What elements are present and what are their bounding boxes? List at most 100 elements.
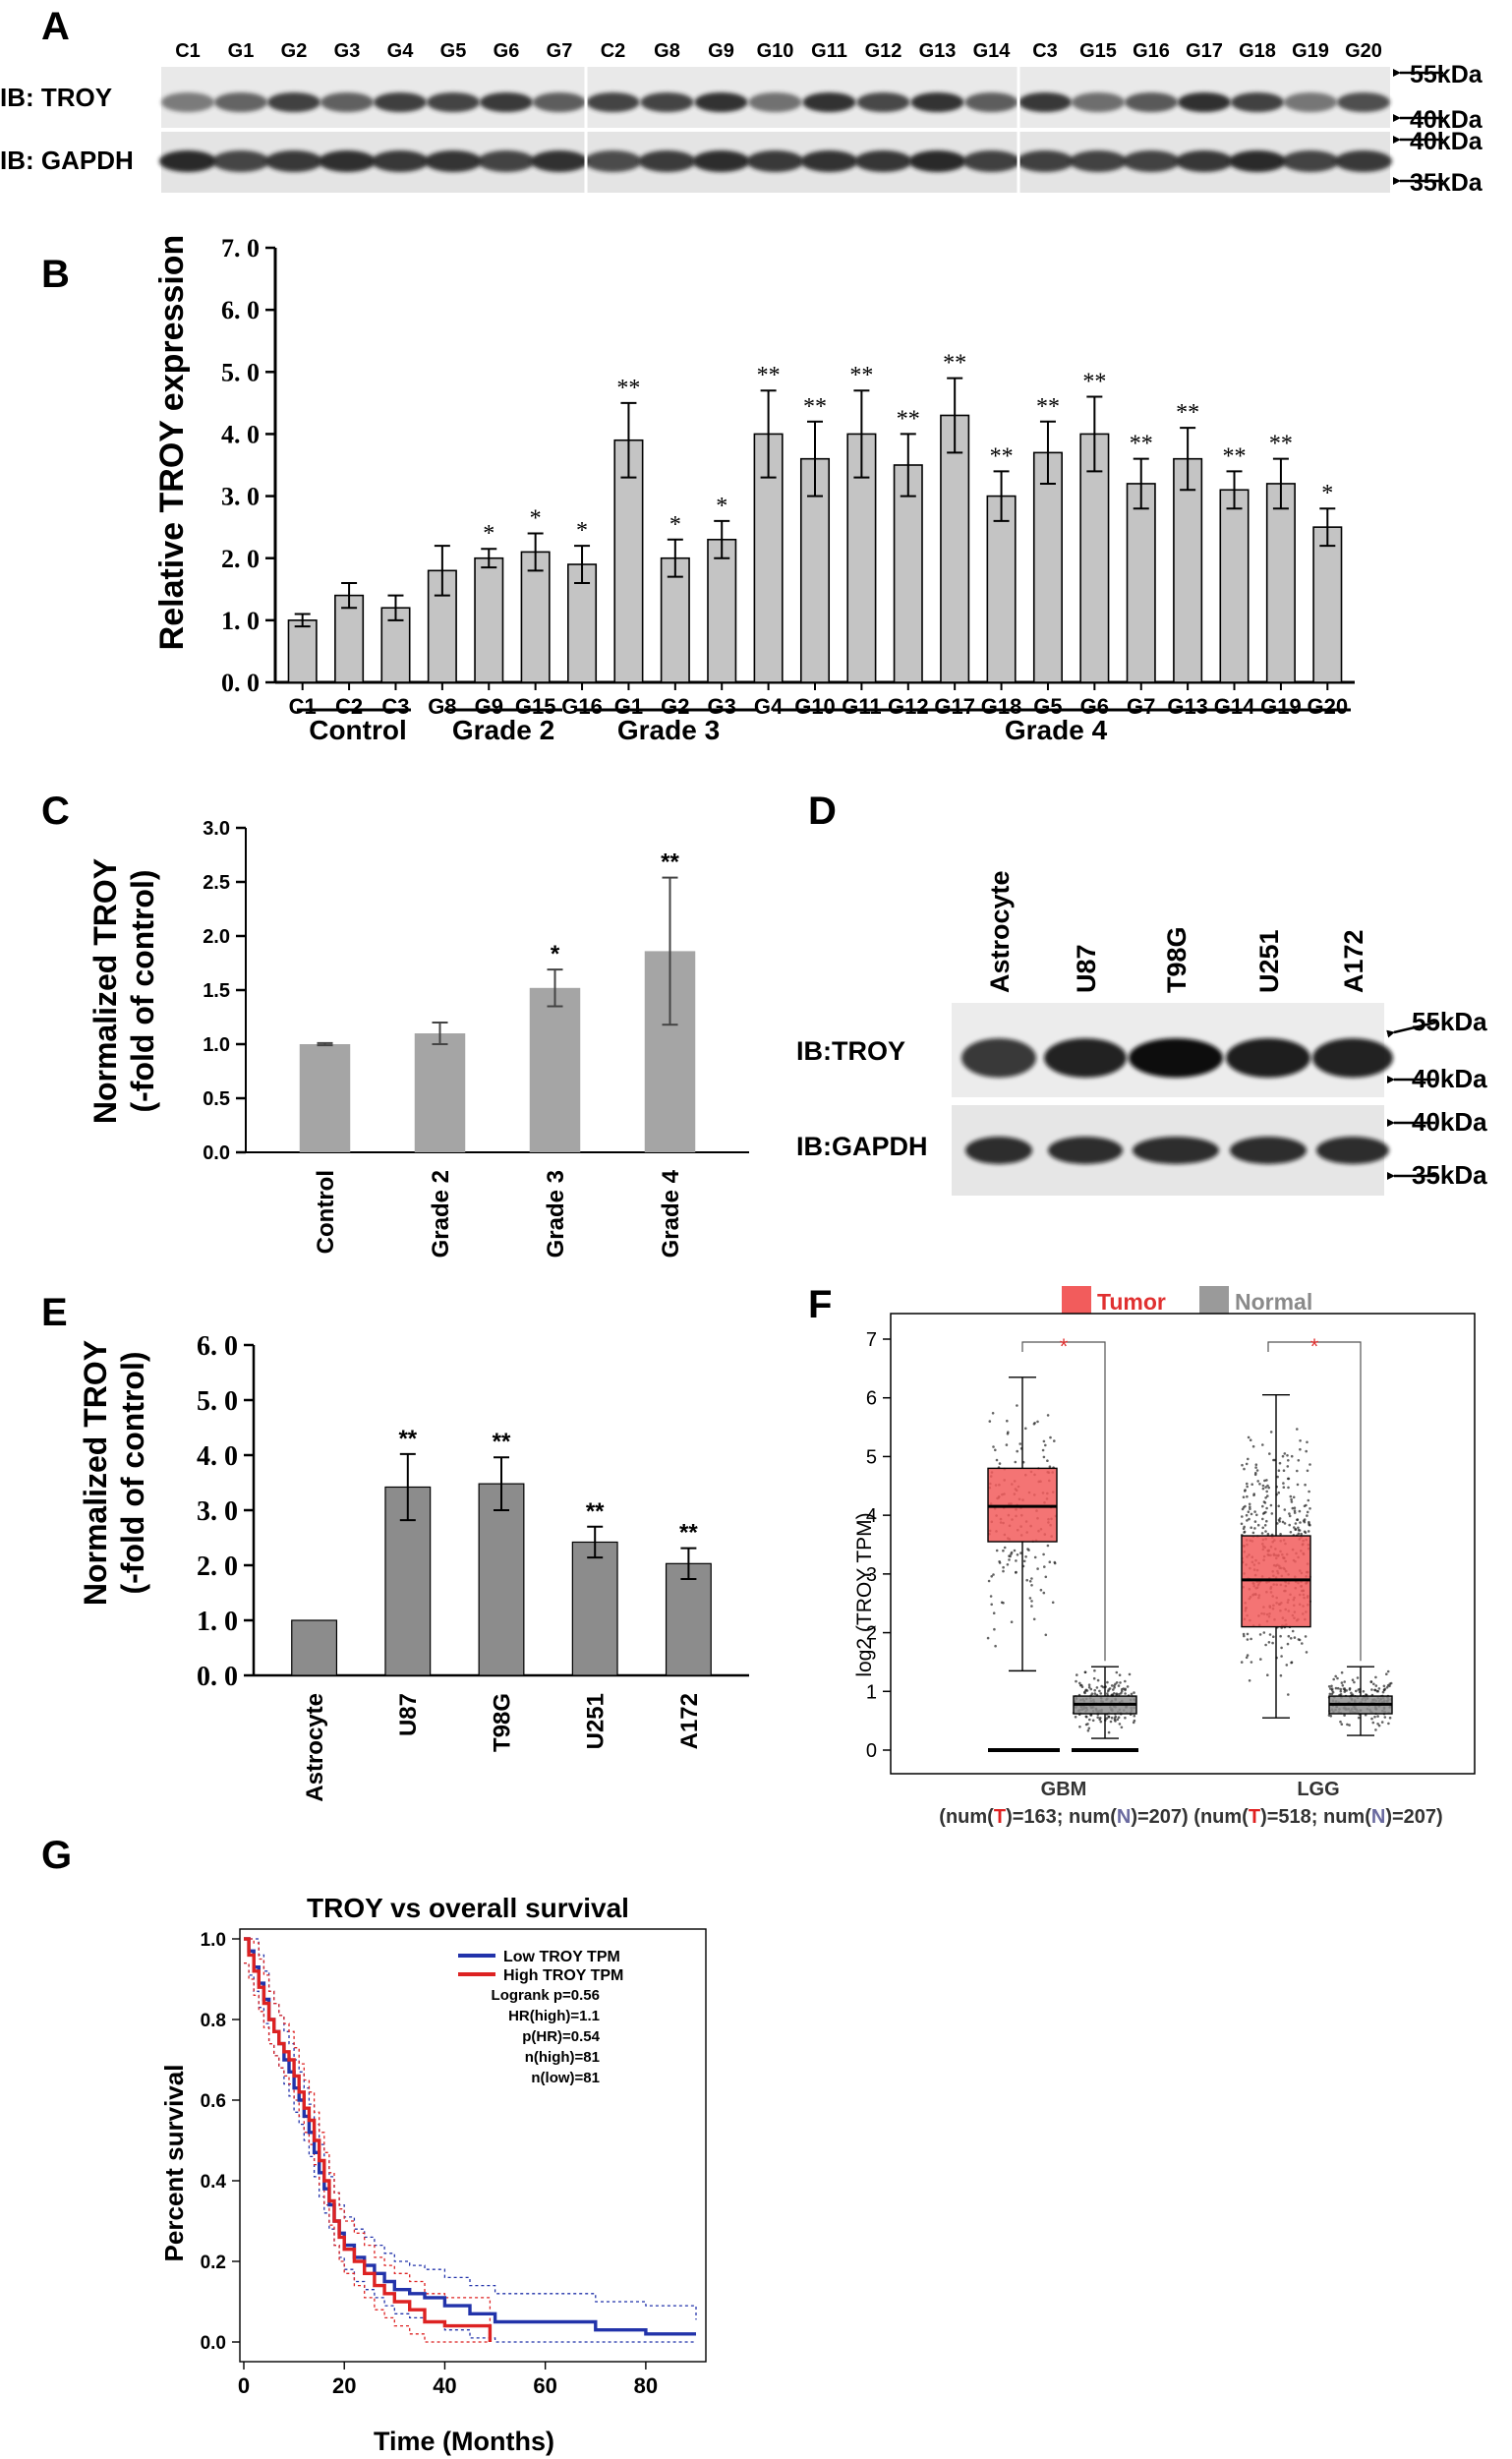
band-troy-a172 xyxy=(1312,1038,1393,1078)
legend-low-troy: Low TROY TPM xyxy=(503,1949,620,1965)
panel-b-category-label: G16 xyxy=(561,694,603,719)
panel-b-ytick-label: 2. 0 xyxy=(221,545,260,573)
panel-d-row-troy: IB:TROY xyxy=(796,1036,905,1066)
band-troy-g8 xyxy=(640,92,694,112)
band-gapdh-g12 xyxy=(854,150,912,172)
panel-f-point xyxy=(1118,1723,1122,1726)
legend-high-troy: High TROY TPM xyxy=(503,1967,623,1984)
panel-f-point xyxy=(1016,1449,1018,1453)
panel-f-point xyxy=(1099,1717,1102,1720)
panel-f-point xyxy=(1332,1677,1335,1681)
panel-b-ytick-label: 6. 0 xyxy=(221,296,260,324)
panel-f-point xyxy=(1339,1687,1342,1691)
panel-f-point xyxy=(1283,1508,1287,1511)
panel-b-significance: * xyxy=(483,521,494,547)
panel-b-category-label: G2 xyxy=(661,694,689,719)
panel-f-point xyxy=(1250,1637,1252,1641)
panel-b-significance: ** xyxy=(897,406,920,432)
panel-letter-f: F xyxy=(808,1283,832,1326)
panel-c-ylabel-line2: (-fold of control) xyxy=(125,869,160,1112)
panel-c-ylabel-line1: Normalized TROY xyxy=(87,858,123,1124)
panel-b-category-label: G15 xyxy=(515,694,556,719)
panel-f-point xyxy=(1308,1522,1310,1525)
panel-f-point xyxy=(1282,1469,1286,1472)
panel-f-point xyxy=(1262,1631,1266,1634)
panel-f-point xyxy=(1305,1449,1308,1453)
panel-f-point xyxy=(1286,1465,1290,1468)
panel-f-point xyxy=(1246,1632,1250,1636)
panel-f-point xyxy=(1119,1681,1122,1684)
panel-f-point xyxy=(1290,1661,1293,1665)
panel-f-point xyxy=(1246,1485,1249,1489)
panel-f-point xyxy=(1254,1466,1257,1469)
panel-letter-c: C xyxy=(41,790,70,833)
panel-f-point xyxy=(1293,1511,1297,1514)
panel-f-point xyxy=(1268,1452,1271,1455)
panel-f-point xyxy=(1255,1513,1258,1517)
band-troy-g3 xyxy=(320,92,374,112)
panel-f-point xyxy=(1362,1690,1366,1693)
panel-f-point xyxy=(1120,1689,1124,1693)
band-troy-g18 xyxy=(1231,92,1284,112)
panel-f-point xyxy=(1388,1716,1392,1720)
panel-f-count-lgg: (num(T)=518; num(N)=207) xyxy=(1193,1806,1442,1828)
panel-e-significance: ** xyxy=(398,1426,417,1452)
band-troy-g15 xyxy=(1072,92,1125,112)
band-troy-c2 xyxy=(586,92,640,112)
marker-a-40kda-bottom: 40kDa xyxy=(1410,128,1483,155)
panel-f-point xyxy=(1374,1675,1377,1679)
panel-f-point xyxy=(1267,1486,1270,1490)
panel-e-category-label: Astrocyte xyxy=(302,1693,328,1802)
panel-f-point xyxy=(1330,1684,1333,1688)
panel-f-count-part: N xyxy=(1117,1806,1131,1828)
panel-f-point xyxy=(1306,1510,1309,1514)
panel-c-ytick-label: 2.0 xyxy=(203,926,230,948)
marker-a-55kda: 55kDa xyxy=(1410,61,1483,88)
panel-f-point xyxy=(1039,1588,1043,1592)
panel-f-ytick-label: 7 xyxy=(866,1329,877,1351)
stat-hr-high: HR(high)=1.1 xyxy=(508,2008,600,2024)
panel-f-point xyxy=(1245,1513,1249,1517)
panel-e-bar-u251 xyxy=(571,1541,618,1676)
panel-b-ytick-label: 5. 0 xyxy=(221,358,260,386)
panel-f-point xyxy=(1303,1520,1307,1524)
panel-b-ytick-label: 7. 0 xyxy=(221,234,260,263)
panel-f-point xyxy=(1346,1723,1349,1727)
band-gapdh-g4 xyxy=(372,150,429,172)
panel-f-point xyxy=(1024,1555,1027,1558)
panel-f-point xyxy=(1306,1469,1309,1473)
band-gapdh-g2 xyxy=(265,150,322,172)
panel-a-markers: 55kDa 40kDa 40kDa 35kDa xyxy=(1393,61,1483,197)
legend-normal-label: Normal xyxy=(1235,1289,1312,1315)
panel-e-bar-t98g xyxy=(478,1483,525,1676)
panel-g-ytick-label: 0.4 xyxy=(201,2172,227,2193)
panel-f-point xyxy=(1296,1469,1299,1473)
band-gapdh-u251 xyxy=(1230,1137,1307,1164)
panel-f-count-part: )=207) xyxy=(1385,1806,1442,1828)
panel-f-point xyxy=(1053,1561,1057,1565)
panel-f-point xyxy=(1099,1720,1103,1724)
panel-e-significance: ** xyxy=(679,1520,698,1547)
panel-f-point xyxy=(1042,1455,1046,1459)
panel-f-point xyxy=(1095,1686,1099,1689)
panel-b-category-label: G5 xyxy=(1033,694,1062,719)
panel-f-point xyxy=(1383,1716,1387,1719)
panel-f-point xyxy=(1307,1498,1310,1502)
panel-f-point xyxy=(1270,1512,1274,1515)
panel-f-point xyxy=(1293,1506,1297,1509)
panel-f-point xyxy=(1115,1692,1119,1695)
band-gapdh-g1 xyxy=(212,150,269,172)
panel-f-point xyxy=(992,1611,996,1614)
panel-f-point xyxy=(1030,1605,1033,1608)
panel-f-point xyxy=(1266,1484,1269,1488)
panel-f-point xyxy=(1133,1714,1136,1718)
panel-f-point xyxy=(994,1448,997,1452)
panel-f-point xyxy=(1246,1482,1249,1486)
band-gapdh-g8 xyxy=(638,150,696,172)
panel-f-point xyxy=(1278,1461,1282,1465)
lane-label-a172: A172 xyxy=(1339,929,1368,993)
panel-b-category-label: G11 xyxy=(842,694,881,719)
panel-b-bar-g18 xyxy=(986,495,1017,683)
panel-f-point xyxy=(1261,1504,1264,1508)
panel-b-category-label: C3 xyxy=(381,694,409,719)
